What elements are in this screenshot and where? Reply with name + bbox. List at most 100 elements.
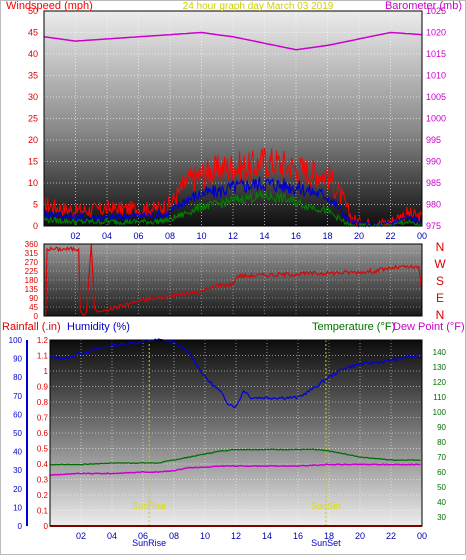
wind-x-tick-label: 04: [102, 231, 112, 241]
wind-x-tick-label: 06: [133, 231, 143, 241]
humidity-tick-label: 30: [13, 466, 22, 475]
windspeed-tick-label: 35: [28, 71, 38, 81]
rainfall-tick-label: 0.7: [37, 414, 49, 423]
windspeed-tick-label: 45: [28, 28, 38, 38]
wind-x-tick-label: 16: [291, 231, 301, 241]
wind-x-tick-label: 08: [165, 231, 175, 241]
sunrise-axis-label: SunRise: [132, 538, 166, 548]
humidity-tick-label: 40: [13, 448, 22, 457]
temp-x-tick-label: 14: [262, 531, 272, 541]
direction-panel-background: [44, 244, 422, 316]
temp-x-tick-label: 18: [324, 531, 334, 541]
barometer-tick-label: 1000: [426, 114, 446, 124]
compass-letter-e: E: [436, 291, 444, 305]
temperature-panel-frame: [49, 339, 423, 527]
temp-x-tick-label: 06: [138, 531, 148, 541]
wind-panel-frame: [43, 10, 423, 227]
direction-tick-label: 225: [25, 267, 39, 276]
temperature-tick-label: 120: [433, 378, 447, 387]
rainfall-axis-label: Rainfall (.in): [2, 321, 61, 333]
direction-tick-label: 270: [25, 258, 39, 267]
temperature-line: [50, 448, 421, 466]
temperature-tick-label: 60: [437, 468, 446, 477]
rainfall-tick-label: 0.6: [37, 429, 49, 438]
wind-x-tick-label: 00: [417, 231, 427, 241]
dewpoint-axis-label: Dew Point (°F): [393, 321, 465, 333]
barometer-axis-label: Barometer (mb): [385, 0, 462, 12]
temp-x-tick-label: 16: [293, 531, 303, 541]
temperature-tick-label: 50: [437, 483, 446, 492]
temperature-tick-label: 80: [437, 438, 446, 447]
compass-letter-w: W: [434, 257, 446, 271]
barometer-tick-label: 1025: [426, 6, 446, 16]
temperature-tick-label: 30: [437, 513, 446, 522]
rainfall-tick-label: 0.8: [37, 398, 49, 407]
wind-x-tick-label: 10: [196, 231, 206, 241]
barometer-tick-label: 995: [426, 135, 441, 145]
rainfall-tick-label: 0.4: [37, 460, 49, 469]
temperature-tick-label: 140: [433, 348, 447, 357]
temperature-tick-label: 130: [433, 363, 447, 372]
humidity-tick-label: 90: [13, 355, 22, 364]
wind-x-tick-label: 20: [354, 231, 364, 241]
compass-letter-s: S: [436, 274, 444, 288]
rainfall-tick-label: 0.2: [37, 491, 49, 500]
temperature-tick-label: 40: [437, 498, 446, 507]
direction-tick-label: 90: [29, 294, 38, 303]
direction-panel-frame: [43, 243, 423, 317]
temp-x-tick-label: 12: [231, 531, 241, 541]
humidity-tick-label: 20: [13, 485, 22, 494]
barometer-tick-label: 990: [426, 157, 441, 167]
humidity-tick-label: 60: [13, 410, 22, 419]
temp-x-tick-label: 22: [386, 531, 396, 541]
sunset-label: SunSet: [311, 501, 341, 511]
windspeed-tick-label: 10: [28, 178, 38, 188]
wind-x-tick-label: 12: [228, 231, 238, 241]
humidity-tick-label: 50: [13, 429, 22, 438]
windspeed-tick-label: 40: [28, 49, 38, 59]
windspeed-tick-label: 20: [28, 135, 38, 145]
barometer-tick-label: 1010: [426, 71, 446, 81]
humidity-tick-label: 80: [13, 373, 22, 382]
sunrise-label: SunRise: [132, 501, 166, 511]
humidity-tick-label: 0: [18, 522, 23, 531]
windspeed-tick-label: 25: [28, 114, 38, 124]
barometer-tick-label: 1020: [426, 28, 446, 38]
compass-letter-n-bottom: N: [436, 308, 445, 322]
temp-x-tick-label: 20: [355, 531, 365, 541]
barometer-tick-label: 980: [426, 200, 441, 210]
barometer-tick-label: 975: [426, 221, 441, 231]
humidity-axis-label: Humidity (%): [67, 321, 130, 333]
direction-tick-label: 315: [25, 249, 39, 258]
compass-letter-n-top: N: [436, 240, 445, 254]
windspeed-tick-label: 15: [28, 157, 38, 167]
rainfall-tick-label: 0.1: [37, 507, 49, 516]
windspeed-tick-label: 50: [28, 6, 38, 16]
humidity-tick-label: 10: [13, 503, 22, 512]
barometer-tick-label: 1005: [426, 92, 446, 102]
wind-x-tick-label: 02: [70, 231, 80, 241]
wind-panel-ticks: 02 04 06 08 10 12 14 16 18 20 22 000510152025303540…: [28, 6, 446, 241]
windspeed-tick-label: 5: [33, 200, 38, 210]
direction-tick-label: 45: [29, 303, 38, 312]
barometer-line: [43, 31, 423, 51]
temperature-tick-label: 90: [437, 423, 446, 432]
humidity-tick-label: 100: [9, 336, 23, 345]
direction-tick-label: 135: [25, 285, 39, 294]
wind-x-tick-label: 14: [259, 231, 269, 241]
wind-panel-series: [43, 31, 423, 228]
wind-x-tick-label: 18: [322, 231, 332, 241]
wind-x-tick-label: 22: [385, 231, 395, 241]
temp-x-tick-label: 10: [200, 531, 210, 541]
rainfall-tick-label: 0: [44, 522, 49, 531]
barometer-tick-label: 1015: [426, 49, 446, 59]
direction-tick-label: 0: [34, 312, 39, 321]
temp-x-tick-label: 04: [107, 531, 117, 541]
graph-title: 24 hour graph day March 03 2019: [183, 1, 334, 12]
direction-tick-label: 180: [25, 276, 39, 285]
rainfall-tick-label: 0.9: [37, 383, 49, 392]
temperature-tick-label: 100: [433, 408, 447, 417]
